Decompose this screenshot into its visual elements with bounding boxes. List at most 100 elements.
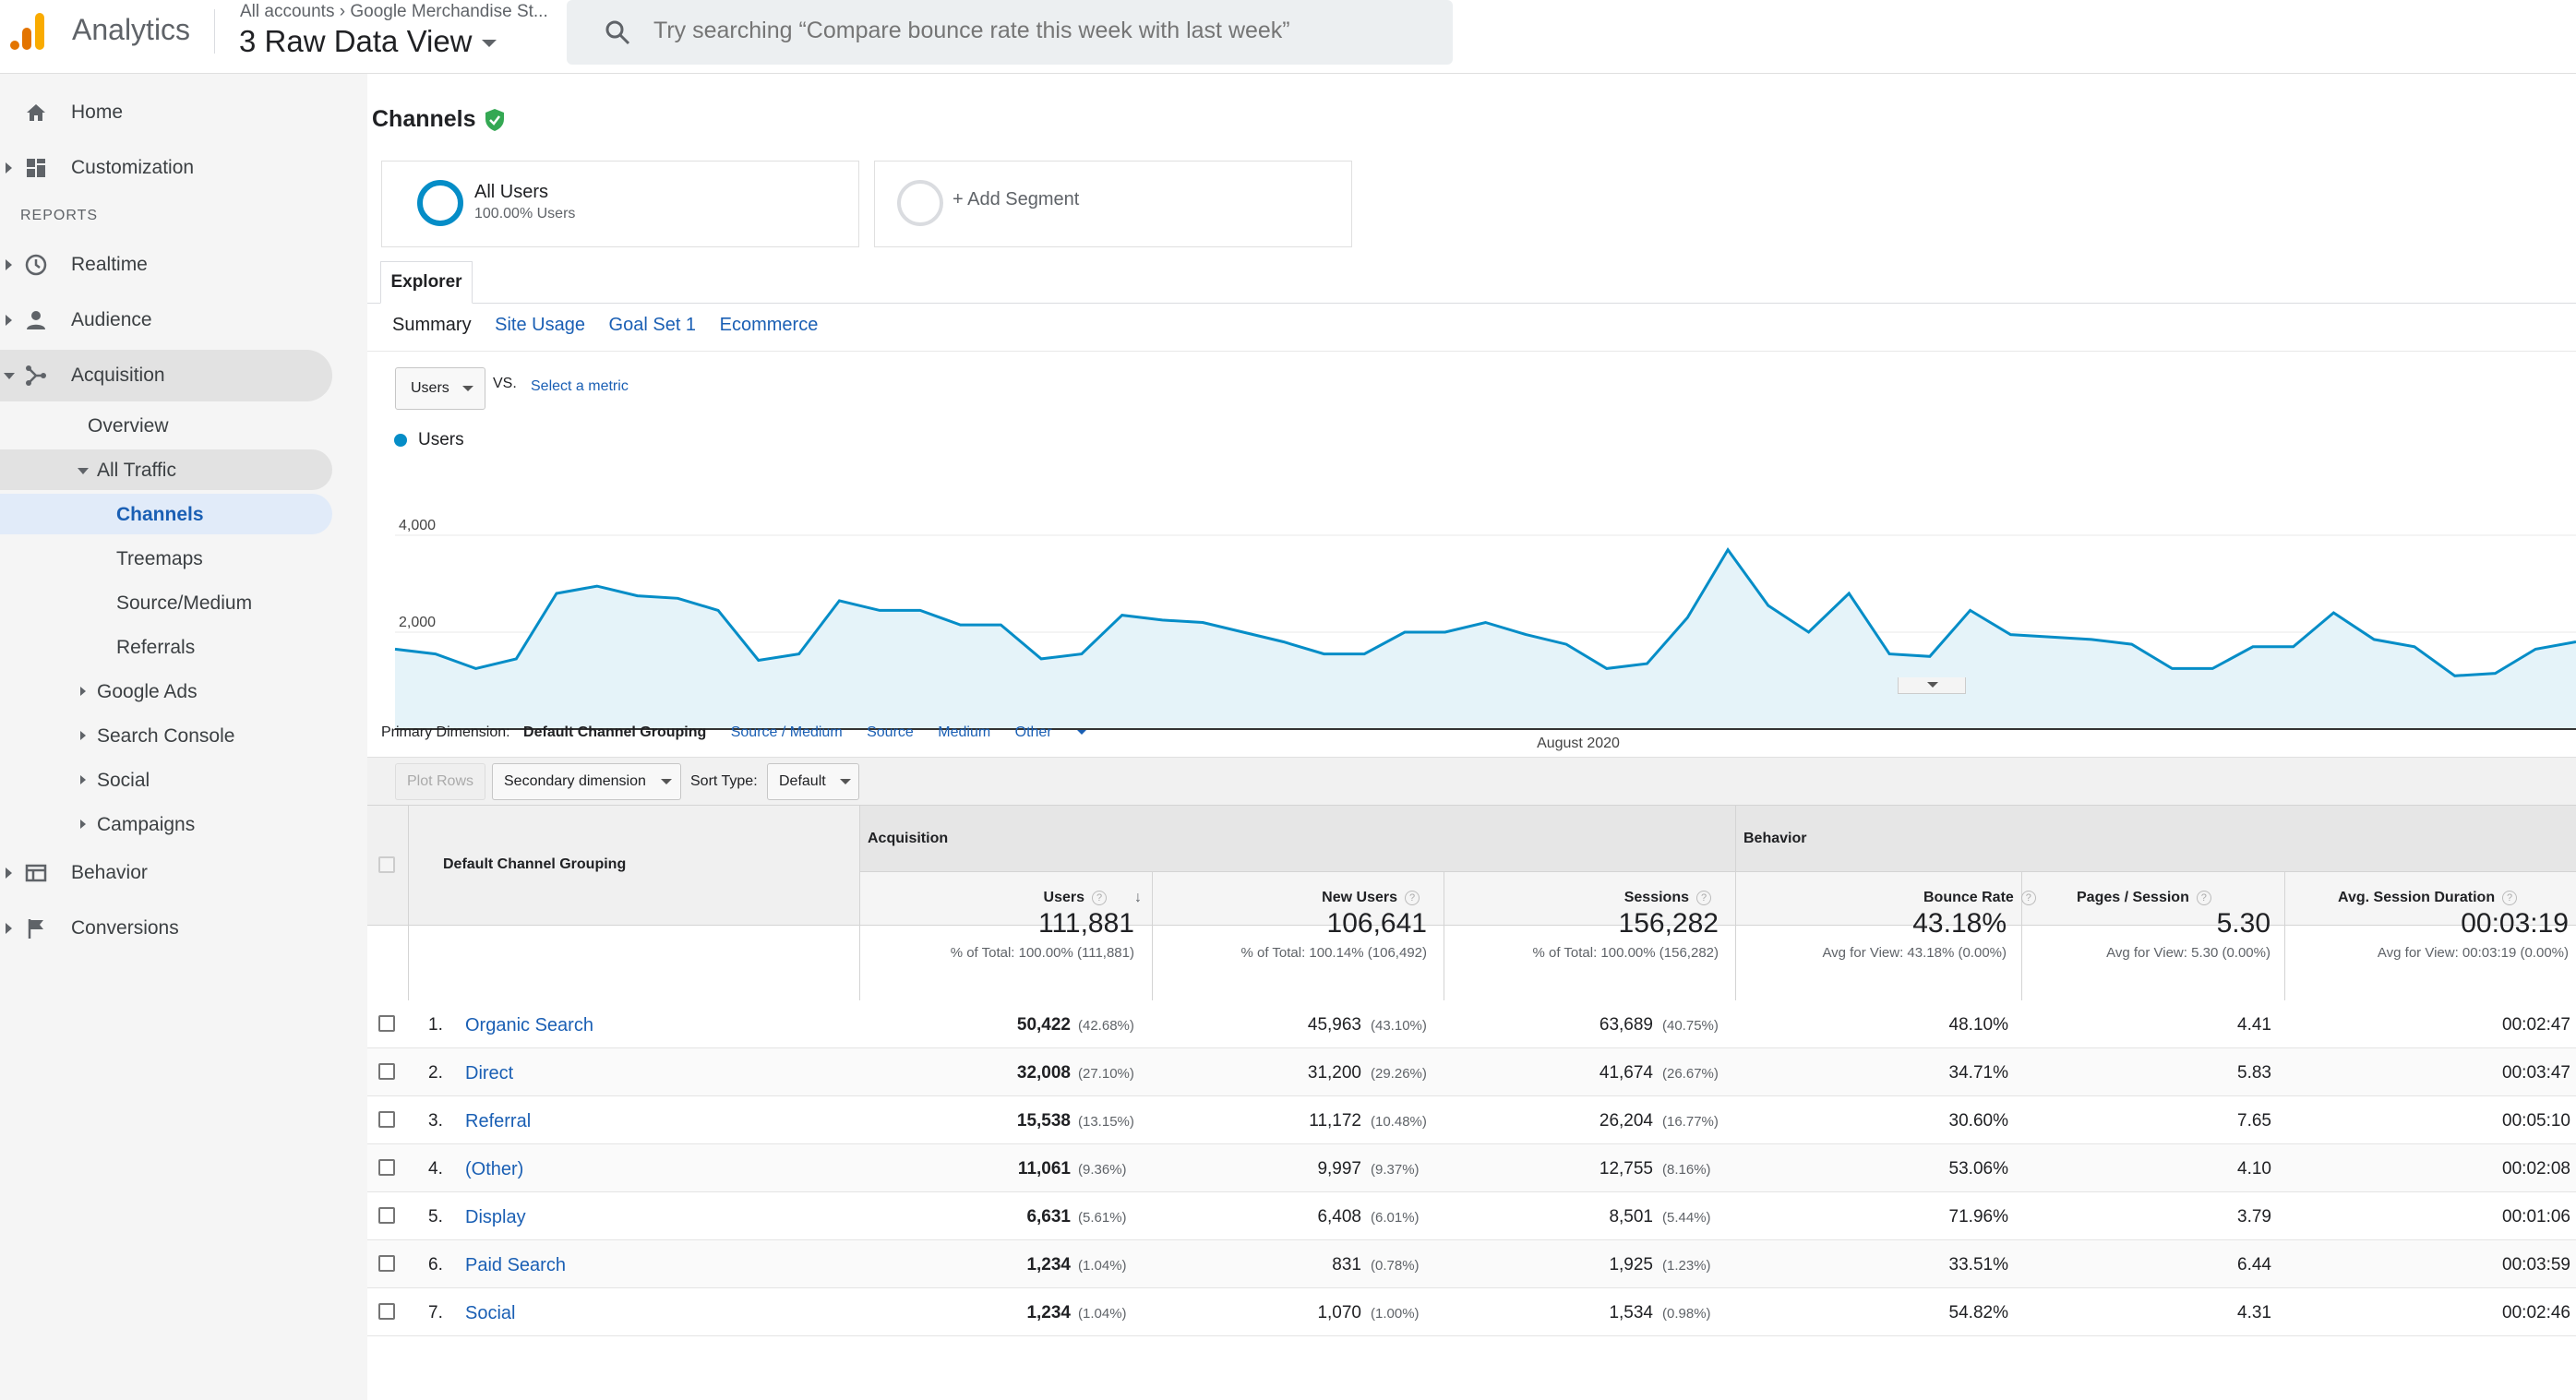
row-users-pct: (27.10%): [1078, 1066, 1134, 1082]
dim-source[interactable]: Source: [867, 724, 914, 740]
sort-type-select[interactable]: Default: [767, 763, 859, 800]
add-segment-button[interactable]: + Add Segment: [874, 161, 1352, 247]
account-breadcrumb[interactable]: All accounts › Google Merchandise St...: [240, 2, 548, 22]
nav-realtime[interactable]: Realtime: [0, 239, 332, 291]
row-checkbox[interactable]: [378, 1255, 395, 1272]
view-selector[interactable]: 3 Raw Data View: [239, 24, 497, 59]
caret-down-icon: [1927, 682, 1938, 688]
row-channel-link[interactable]: Paid Search: [465, 1255, 566, 1275]
users-chart[interactable]: 4,000 2,000 August 2020: [367, 452, 2576, 757]
row-sessions-pct: (8.16%): [1662, 1162, 1711, 1178]
row-checkbox[interactable]: [378, 1207, 395, 1224]
row-new-users-pct: (29.26%): [1371, 1066, 1427, 1082]
dim-other-label: Other: [1014, 724, 1052, 740]
col-bounce-rate[interactable]: Bounce Rate?: [1735, 890, 2298, 906]
row-checkbox[interactable]: [378, 1303, 395, 1320]
flag-icon: [28, 919, 43, 939]
row-checkbox[interactable]: [378, 1063, 395, 1080]
row-channel-link[interactable]: (Other): [465, 1159, 524, 1179]
breadcrumb-accounts[interactable]: All accounts: [240, 2, 335, 21]
nav-google-ads[interactable]: Google Ads: [0, 671, 332, 712]
analytics-logo-icon[interactable]: [9, 11, 46, 52]
total-bounce-rate: 43.18%: [1912, 908, 2007, 939]
subtab-goal-set-1[interactable]: Goal Set 1: [608, 315, 697, 335]
row-checkbox[interactable]: [378, 1111, 395, 1128]
nav-campaigns[interactable]: Campaigns: [0, 804, 332, 844]
search-placeholder[interactable]: Try searching “Compare bounce rate this …: [653, 18, 1290, 43]
row-channel-link[interactable]: Referral: [465, 1111, 532, 1131]
dim-source-medium[interactable]: Source / Medium: [730, 724, 843, 740]
row-sessions-pct: (16.77%): [1662, 1114, 1719, 1130]
nav-overview[interactable]: Overview: [0, 405, 332, 446]
view-name[interactable]: 3 Raw Data View: [239, 24, 473, 58]
expand-arrow-icon: [6, 868, 12, 879]
segment-title: All Users: [474, 182, 549, 202]
nav-social-label: Social: [97, 770, 150, 791]
col-new-users[interactable]: New Users?: [1152, 890, 1420, 906]
col-avg-session-duration[interactable]: Avg. Session Duration?: [2284, 890, 2576, 906]
nav-all-traffic[interactable]: All Traffic: [0, 449, 332, 490]
row-channel-link[interactable]: Organic Search: [465, 1015, 593, 1035]
dimension-header[interactable]: Default Channel Grouping: [443, 856, 627, 872]
nav-conversions[interactable]: Conversions: [0, 903, 332, 954]
nav-acquisition[interactable]: Acquisition: [0, 350, 332, 401]
dim-default-channel-grouping[interactable]: Default Channel Grouping: [523, 724, 707, 740]
help-icon[interactable]: ?: [2020, 890, 2036, 905]
tab-explorer[interactable]: Explorer: [380, 261, 473, 304]
nav-search-console[interactable]: Search Console: [0, 715, 332, 756]
row-channel-link[interactable]: Social: [465, 1303, 516, 1323]
help-icon[interactable]: ?: [1092, 890, 1107, 905]
help-icon[interactable]: ?: [1696, 890, 1711, 905]
chart-resize-handle[interactable]: [1898, 677, 1966, 694]
dim-other[interactable]: Other: [1015, 724, 1107, 740]
nav-referrals[interactable]: Referrals: [0, 627, 332, 667]
row-checkbox[interactable]: [378, 1159, 395, 1176]
segment-all-users[interactable]: All Users 100.00% Users: [381, 161, 859, 247]
row-users: 1,234: [1026, 1303, 1071, 1322]
total-avg-session-duration-sub: Avg for View: 00:03:19 (0.00%): [2377, 945, 2569, 961]
collapse-arrow-icon: [78, 468, 89, 474]
nav-channels[interactable]: Channels: [0, 494, 332, 534]
expand-arrow-icon: [6, 259, 12, 270]
page-title: Channels: [372, 106, 476, 132]
row-users-pct: (5.61%): [1078, 1210, 1127, 1226]
search-box[interactable]: Try searching “Compare bounce rate this …: [567, 0, 1453, 65]
subtab-summary[interactable]: Summary: [392, 315, 472, 335]
row-number: 2.: [428, 1063, 443, 1083]
row-checkbox[interactable]: [378, 1015, 395, 1032]
metric-select[interactable]: Users: [395, 367, 485, 410]
select-metric-link[interactable]: Select a metric: [531, 378, 629, 394]
secondary-dimension-select[interactable]: Secondary dimension: [492, 763, 681, 800]
col-pages-per-session[interactable]: Pages / Session?: [2021, 890, 2289, 906]
nav-treemaps[interactable]: Treemaps: [0, 538, 332, 579]
row-new-users: 31,200: [1307, 1063, 1361, 1083]
caret-down-icon: [840, 779, 851, 784]
row-avg-session-duration: 00:05:10: [2502, 1111, 2570, 1131]
row-channel-link[interactable]: Direct: [465, 1063, 514, 1083]
primary-dimension-label: Primary Dimension:: [381, 724, 510, 740]
total-users-sub: % of Total: 100.00% (111,881): [950, 945, 1134, 961]
nav-customization[interactable]: Customization: [0, 142, 332, 194]
nav-home[interactable]: Home: [0, 87, 332, 138]
nav-source-medium[interactable]: Source/Medium: [0, 582, 332, 623]
col-sessions[interactable]: Sessions?: [1444, 890, 1711, 906]
nav-social[interactable]: Social: [0, 760, 332, 800]
help-icon[interactable]: ?: [2196, 890, 2211, 905]
breadcrumb-property[interactable]: Google Merchandise St...: [350, 2, 548, 21]
nav-audience[interactable]: Audience: [0, 294, 332, 346]
row-number: 4.: [428, 1159, 443, 1179]
caret-down-icon: [481, 40, 497, 48]
plot-rows-button[interactable]: Plot Rows: [395, 763, 485, 800]
acquisition-icon: [26, 365, 46, 386]
row-channel-link[interactable]: Display: [465, 1207, 526, 1227]
select-all-checkbox[interactable]: [378, 856, 395, 873]
subtab-ecommerce[interactable]: Ecommerce: [719, 315, 819, 335]
subtab-site-usage[interactable]: Site Usage: [495, 315, 585, 335]
dim-medium[interactable]: Medium: [938, 724, 991, 740]
col-users[interactable]: Users? ↓: [859, 890, 1142, 906]
sort-desc-icon[interactable]: ↓: [1134, 890, 1142, 905]
help-icon[interactable]: ?: [2502, 890, 2518, 905]
nav-behavior[interactable]: Behavior: [0, 847, 332, 899]
help-icon[interactable]: ?: [1405, 890, 1420, 905]
nav-source-medium-label: Source/Medium: [116, 592, 253, 614]
